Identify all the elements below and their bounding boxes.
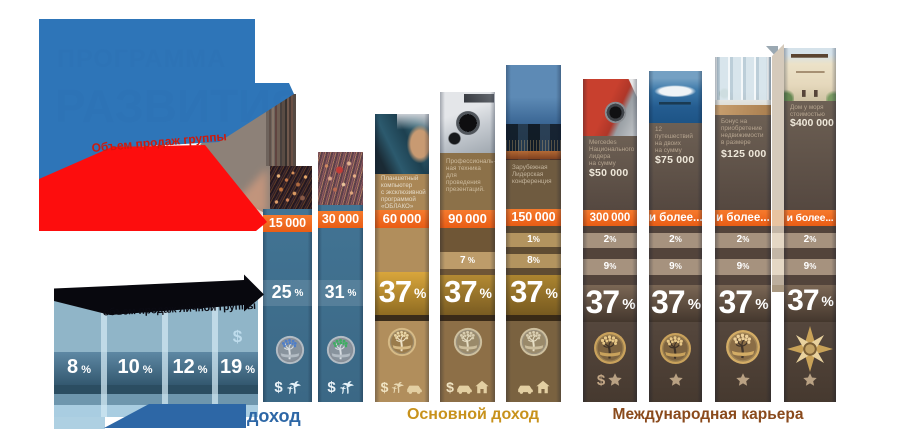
svg-text:ПРОГРАММА: ПРОГРАММА [57,45,226,73]
